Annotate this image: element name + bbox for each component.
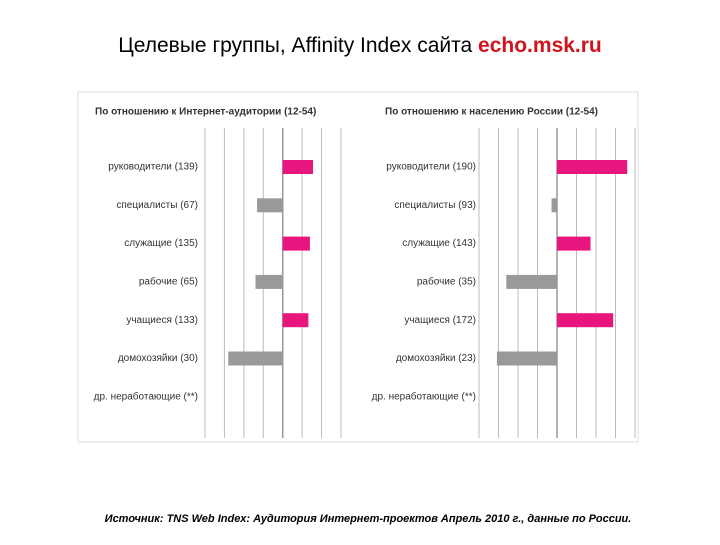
category-label: руководители (139) [108,162,198,173]
bar [557,313,614,328]
bar [557,236,591,251]
bar [257,198,283,213]
category-label: рабочие (35) [417,276,476,288]
category-label: специалисты (93) [394,200,476,211]
category-label: учащиеся (172) [404,315,476,326]
category-label: домохозяйки (23) [396,353,476,364]
chart-title: По отношению к населению России (12-54) [385,107,598,118]
title-text: Целевые группы, Affinity Index сайта [118,34,478,57]
category-label: рабочие (65) [139,276,198,288]
category-label: др. неработающие (**) [94,390,198,402]
category-label: руководители (190) [386,162,476,173]
bar [282,236,310,251]
title-highlight: echo.msk.ru [478,34,602,57]
chart-frame [77,91,639,443]
category-label: специалисты (67) [116,200,198,211]
bar [496,351,557,366]
bar [282,160,314,174]
slide-title: Целевые группы, Affinity Index сайта ech… [118,34,602,57]
category-label: служащие (143) [402,238,476,249]
bar [557,160,628,174]
bar [282,313,309,328]
source-note: Источник: TNS Web Index: Аудитория Интер… [105,513,632,525]
bar [506,274,557,289]
bar [255,274,283,289]
category-label: др. неработающие (**) [372,390,476,402]
category-label: служащие (135) [124,238,198,249]
chart-title: По отношению к Интернет-аудитории (12-54… [95,107,316,118]
category-label: домохозяйки (30) [118,353,198,364]
bar [551,198,557,213]
category-label: учащиеся (133) [126,315,198,326]
bar [228,351,283,366]
